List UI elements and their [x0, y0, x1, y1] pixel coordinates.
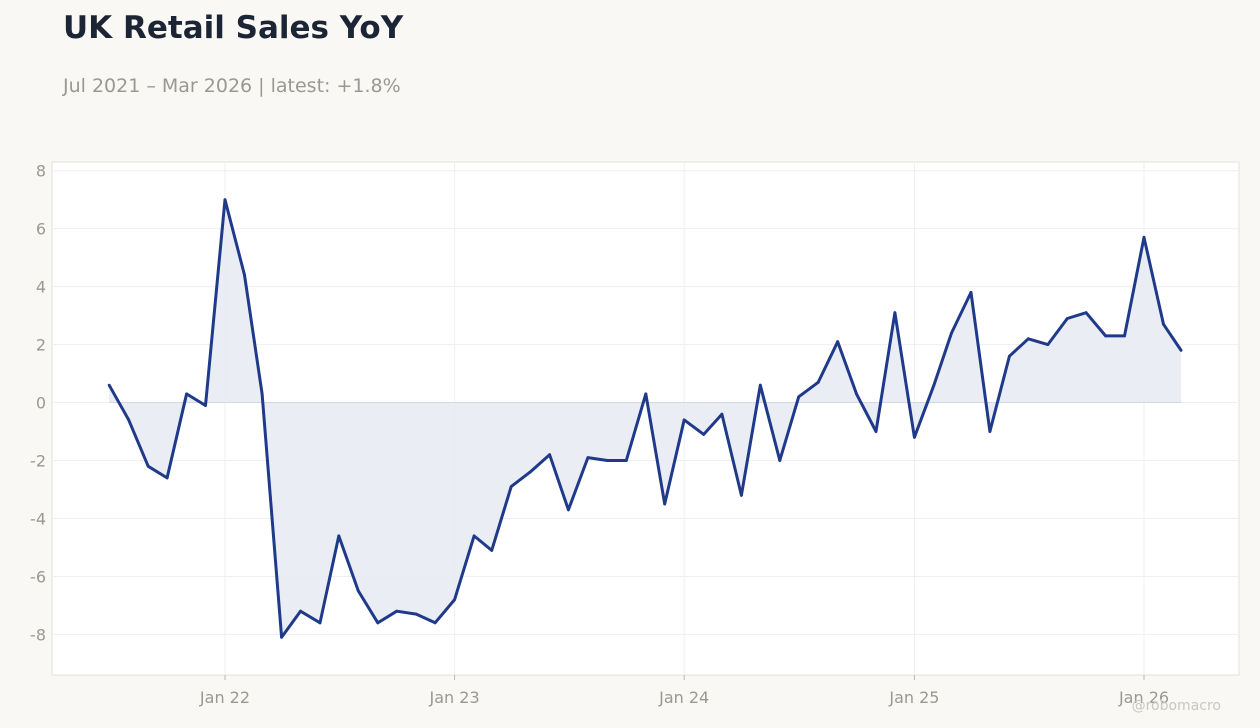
data-point: [356, 589, 360, 593]
data-point: [1162, 322, 1165, 326]
data-point: [1123, 334, 1126, 338]
y-tick-label: 6: [36, 220, 46, 239]
data-point: [606, 459, 609, 462]
data-point: [395, 609, 399, 613]
plot-area: [51, 161, 1240, 676]
watermark: @robomacro: [1132, 698, 1221, 714]
data-point: [969, 291, 973, 294]
data-point: [644, 392, 648, 396]
data-point: [376, 621, 380, 625]
x-tick-label: Jan 26: [1118, 688, 1169, 707]
x-tick-label: Jan 22: [199, 688, 250, 707]
data-point: [855, 392, 858, 396]
data-point: [318, 621, 322, 625]
data-point: [185, 392, 189, 396]
data-point: [702, 433, 706, 436]
y-axis: 8 6 4 2 0 -2 -4 -6 -8: [30, 162, 46, 645]
data-point: [490, 549, 494, 552]
data-point: [913, 435, 916, 439]
x-tick-label: Jan 25: [888, 688, 939, 707]
data-point: [932, 383, 936, 387]
data-point: [797, 395, 801, 399]
data-point: [1142, 236, 1146, 239]
data-point: [165, 476, 169, 480]
data-point: [1179, 349, 1183, 352]
data-point: [243, 273, 246, 277]
data-point: [586, 456, 590, 459]
data-point: [950, 331, 953, 335]
data-point: [988, 430, 992, 433]
data-point: [874, 430, 878, 433]
y-tick-label: 4: [36, 278, 46, 297]
data-point: [740, 493, 743, 497]
data-point: [260, 392, 264, 396]
data-point: [509, 485, 513, 488]
data-point: [299, 609, 302, 613]
data-point: [1104, 334, 1107, 338]
data-point: [778, 459, 782, 462]
series-area-fill: [109, 199, 1182, 638]
data-point: [453, 598, 456, 601]
data-point: [107, 383, 111, 387]
data-point: [528, 470, 532, 474]
data-point: [204, 404, 207, 407]
y-tick-label: -2: [30, 452, 46, 471]
data-point: [146, 464, 150, 468]
y-tick-label: 2: [36, 336, 46, 355]
data-point: [280, 635, 283, 639]
data-point: [567, 508, 570, 512]
y-tick-label: 8: [36, 162, 46, 181]
data-point: [127, 418, 131, 422]
data-point: [1084, 311, 1088, 315]
series-points: [107, 198, 1183, 639]
data-point: [816, 380, 820, 384]
data-point: [414, 612, 418, 616]
chart-subtitle: Jul 2021 – Mar 2026 | latest: +1.8%: [63, 75, 401, 97]
data-point: [1026, 337, 1030, 341]
data-point: [758, 383, 762, 387]
x-tick-label: Jan 24: [658, 688, 709, 707]
y-tick-label: 0: [36, 394, 46, 413]
data-point: [548, 453, 551, 457]
data-point: [223, 198, 227, 202]
data-point: [720, 412, 724, 416]
data-point: [893, 311, 897, 315]
data-point: [1046, 343, 1050, 346]
data-point: [1008, 354, 1011, 358]
data-point: [624, 459, 628, 462]
data-point: [1065, 317, 1069, 320]
chart-title: UK Retail Sales YoY: [63, 10, 404, 46]
y-tick-label: -4: [30, 509, 46, 528]
data-point: [682, 418, 686, 422]
y-tick-label: -8: [30, 625, 46, 644]
data-point: [836, 340, 840, 344]
data-point: [663, 502, 667, 506]
y-tick-label: -6: [30, 567, 46, 586]
data-point: [433, 621, 437, 625]
x-tick-label: Jan 23: [429, 688, 480, 707]
x-axis: Jan 22 Jan 23 Jan 24 Jan 25 Jan 26: [199, 675, 1169, 707]
data-point: [472, 534, 476, 538]
data-point: [337, 534, 341, 538]
